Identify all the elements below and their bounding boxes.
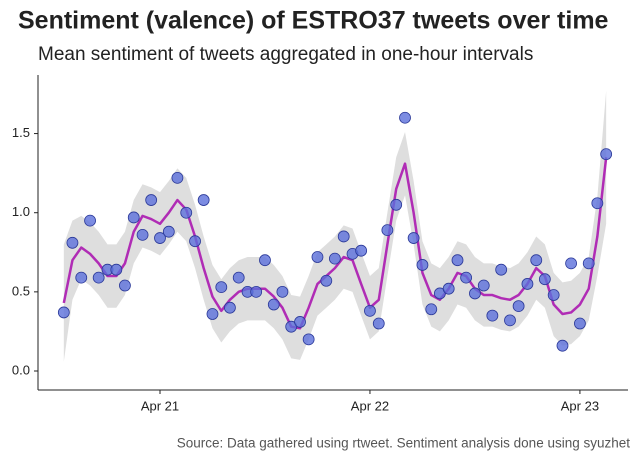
trend-line	[62, 157, 608, 330]
point	[460, 271, 473, 284]
point	[127, 211, 140, 224]
point	[407, 232, 420, 244]
point	[381, 224, 394, 237]
point	[294, 316, 306, 328]
point	[57, 306, 70, 319]
point	[565, 257, 577, 270]
point	[145, 194, 158, 206]
point	[512, 300, 525, 313]
point	[416, 259, 429, 271]
point	[328, 252, 341, 265]
point	[399, 111, 411, 124]
point	[337, 230, 350, 243]
x-tick-label: Apr 22	[351, 398, 389, 413]
point	[162, 225, 175, 238]
point	[180, 206, 193, 219]
point	[600, 148, 613, 161]
caption: Source: Data gathered using rtweet. Sent…	[177, 436, 631, 451]
point	[189, 235, 201, 248]
point	[538, 273, 551, 286]
point	[267, 298, 280, 311]
point	[154, 232, 166, 244]
y-tick-label: 1.0	[12, 204, 30, 219]
chart-title: Sentiment (valence) of ESTRO37 tweets ov…	[18, 7, 609, 35]
y-tick-label: 0.5	[12, 283, 30, 298]
point	[442, 282, 455, 295]
point	[84, 214, 96, 227]
point	[425, 303, 438, 316]
point	[206, 308, 219, 320]
confidence-band	[63, 90, 607, 362]
point	[66, 236, 79, 249]
point	[530, 254, 543, 267]
point	[250, 285, 263, 298]
y-tick-label: 0.0	[12, 362, 30, 377]
point	[451, 254, 464, 267]
point	[574, 317, 586, 330]
point	[302, 333, 315, 346]
point	[521, 278, 534, 290]
point	[547, 289, 560, 301]
x-tick-label: Apr 21	[141, 398, 179, 413]
point	[355, 244, 368, 257]
point	[582, 257, 595, 270]
point	[276, 285, 289, 298]
point	[92, 271, 105, 284]
point	[171, 171, 184, 184]
point	[197, 194, 210, 206]
chart-subtitle: Mean sentiment of tweets aggregated in o…	[38, 44, 533, 65]
point	[469, 287, 481, 300]
point	[364, 304, 376, 317]
point	[495, 263, 508, 276]
point	[311, 251, 324, 263]
point	[259, 254, 271, 267]
point	[75, 271, 88, 284]
point	[136, 228, 149, 241]
point	[504, 314, 516, 327]
point	[372, 317, 385, 330]
point	[119, 279, 131, 292]
point	[477, 279, 490, 292]
point	[486, 309, 499, 322]
point	[591, 197, 604, 210]
x-tick-label: Apr 23	[561, 398, 599, 413]
point	[320, 274, 333, 287]
point	[215, 281, 228, 294]
point	[390, 198, 403, 211]
y-tick-label: 1.5	[12, 125, 30, 140]
point	[556, 339, 569, 352]
point	[232, 271, 245, 284]
point	[224, 301, 236, 314]
point	[110, 263, 123, 276]
